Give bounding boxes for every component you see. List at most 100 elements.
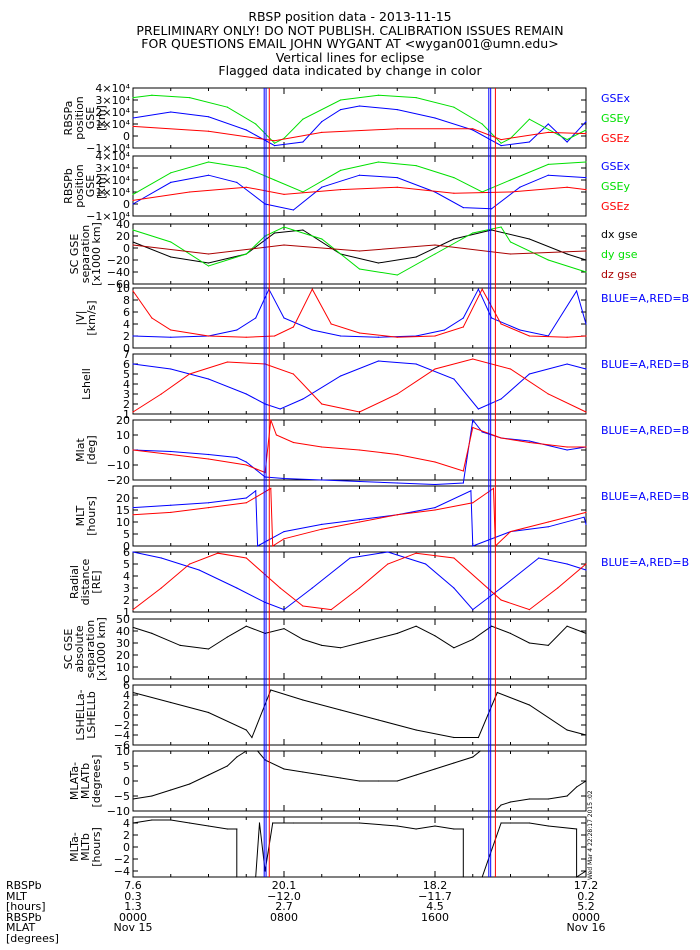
data-point xyxy=(207,774,210,776)
y-axis-label: SC GSE xyxy=(68,234,81,275)
footer-labels: RBSPb MLT [hours] RBSPb MLAT [degrees] xyxy=(6,880,59,944)
data-point xyxy=(283,768,285,770)
data-point xyxy=(434,635,436,637)
data-point xyxy=(198,569,200,571)
footer-value: 0.2 xyxy=(577,889,595,903)
data-point xyxy=(509,191,512,193)
data-point xyxy=(132,117,134,119)
data-point xyxy=(528,118,530,120)
data-point xyxy=(207,174,210,176)
data-point xyxy=(264,471,266,474)
data-point xyxy=(415,363,417,365)
legend-entry: dz gse xyxy=(601,268,637,281)
data-point xyxy=(415,828,417,830)
data-point xyxy=(283,226,285,228)
y-tick-label: 4 xyxy=(123,817,130,830)
data-point xyxy=(132,203,134,205)
data-point xyxy=(424,563,427,565)
data-point xyxy=(170,701,172,704)
y-axis-label: [deg] xyxy=(85,435,98,464)
y-tick-label: 0 xyxy=(123,130,130,143)
data-point xyxy=(477,736,480,739)
data-point xyxy=(170,450,172,453)
data-point xyxy=(462,470,464,472)
footer-value: 4.5 xyxy=(426,900,444,913)
data-point xyxy=(292,441,295,444)
data-point xyxy=(132,193,134,195)
series-line-GSEz xyxy=(132,186,587,201)
panel-p12: 420−2−4 MLTa-MLTb[hours] xyxy=(68,816,587,878)
data-point xyxy=(283,193,285,195)
data-point xyxy=(273,335,276,337)
data-point xyxy=(279,587,281,589)
y-tick-label: 1×10⁴ xyxy=(95,186,130,199)
data-point xyxy=(415,729,417,731)
footer-value: 18.2 xyxy=(422,879,448,892)
data-point xyxy=(472,129,474,131)
data-point xyxy=(236,876,238,878)
y-tick-label: 20 xyxy=(116,649,130,662)
data-point xyxy=(453,177,455,179)
data-point xyxy=(132,609,134,611)
data-point xyxy=(585,259,587,261)
data-point xyxy=(283,538,285,540)
data-point xyxy=(566,186,568,188)
data-point xyxy=(132,229,134,231)
data-point xyxy=(273,145,276,147)
y-axis-label: [km] xyxy=(95,105,108,131)
data-point xyxy=(245,393,247,395)
data-point xyxy=(472,419,474,421)
data-point xyxy=(170,256,172,258)
series-line-B xyxy=(132,358,587,413)
y-tick-label: 3×10⁴ xyxy=(95,94,130,107)
y-tick-label: 6 xyxy=(123,679,130,692)
data-point xyxy=(236,587,238,589)
footer-value: −11.7 xyxy=(418,889,452,903)
data-point xyxy=(528,238,530,240)
data-point xyxy=(132,125,134,127)
footer-column: 18.2 −11.7 4.5 1600 xyxy=(395,879,475,923)
data-point xyxy=(358,332,361,334)
data-point xyxy=(396,109,398,111)
y-tick-label: −20 xyxy=(107,254,130,267)
y-tick-label: 0 xyxy=(123,709,130,722)
data-point xyxy=(255,876,257,878)
data-point xyxy=(170,504,172,506)
data-point xyxy=(500,437,502,439)
y-tick-label: 2×10⁴ xyxy=(95,174,130,187)
data-point xyxy=(500,139,502,141)
data-point xyxy=(566,449,568,451)
data-point xyxy=(434,244,436,246)
data-point xyxy=(415,625,417,627)
data-point xyxy=(585,250,587,252)
data-point xyxy=(585,189,587,191)
y-tick-label: 0 xyxy=(123,342,130,355)
data-point xyxy=(585,121,587,123)
data-point xyxy=(170,453,172,456)
data-point xyxy=(496,691,498,694)
data-point xyxy=(453,828,455,830)
data-point xyxy=(245,129,247,131)
data-point xyxy=(292,209,295,211)
data-point xyxy=(264,363,266,365)
data-point xyxy=(189,783,191,785)
y-tick-label: 2 xyxy=(123,594,130,607)
y-tick-label: 6 xyxy=(123,546,130,559)
y-axis-label: RBSPa xyxy=(62,101,75,136)
data-point xyxy=(340,169,342,171)
data-point xyxy=(585,368,587,370)
data-point xyxy=(245,557,247,559)
y-tick-label: −20 xyxy=(107,474,130,487)
data-point xyxy=(132,798,134,800)
data-point xyxy=(500,822,502,824)
y-axis-label: Lshell xyxy=(80,368,93,400)
data-point xyxy=(245,186,247,188)
timestamp-stamp: Wed Mar 4 22:28:17 2015 :02 xyxy=(587,760,599,880)
flag-note: Flagged data indicated by change in colo… xyxy=(218,63,482,78)
data-point xyxy=(321,822,323,824)
panel-p11: 10 5 0 −5 −10 MLATa-MLATb[degrees] xyxy=(68,745,587,818)
data-point xyxy=(585,563,587,565)
data-point xyxy=(585,569,587,571)
